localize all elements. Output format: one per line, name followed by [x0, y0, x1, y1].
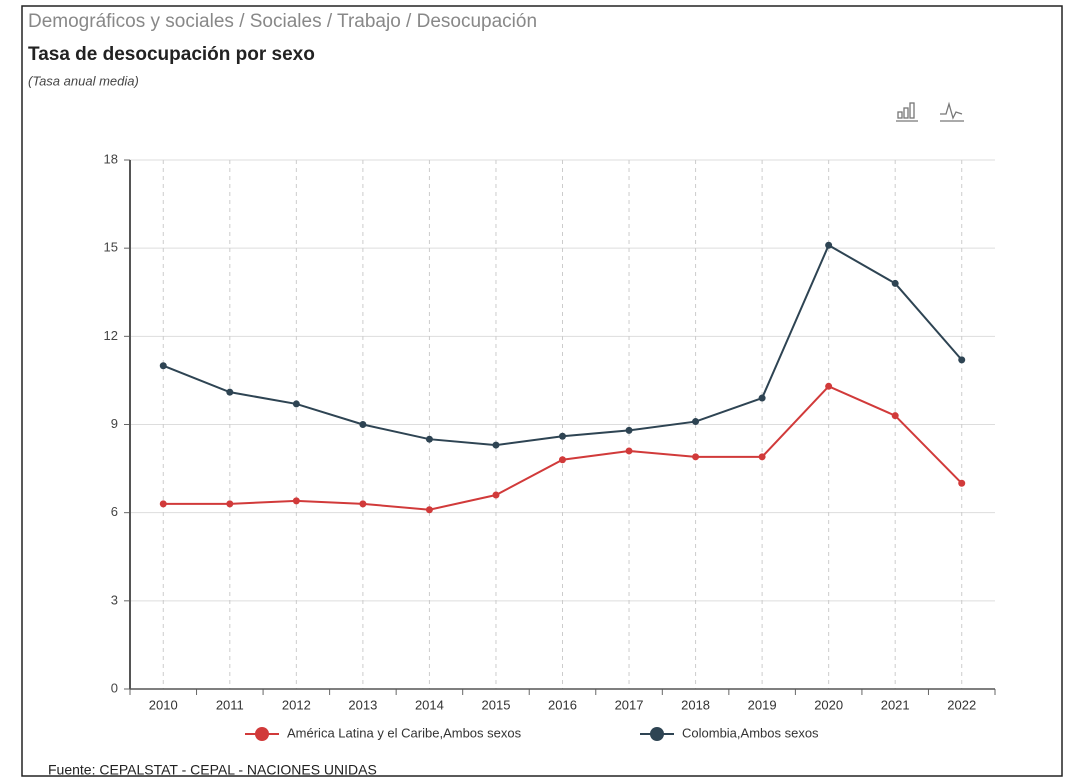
data-point	[425, 506, 433, 514]
data-point	[758, 394, 766, 402]
x-tick-label: 2014	[415, 697, 444, 712]
data-point	[425, 435, 433, 443]
y-tick-label: 6	[111, 504, 118, 519]
data-point	[226, 388, 234, 396]
x-tick-label: 2021	[881, 697, 910, 712]
x-tick-label: 2013	[348, 697, 377, 712]
frame	[21, 5, 1063, 777]
x-tick-label: 2011	[216, 697, 244, 712]
bar-chart-icon[interactable]	[896, 102, 918, 122]
y-tick-label: 15	[104, 240, 118, 255]
data-point	[492, 441, 500, 449]
data-point	[825, 382, 833, 390]
x-tick-label: 2012	[282, 697, 311, 712]
x-tick-label: 2010	[149, 697, 178, 712]
data-point	[958, 479, 966, 487]
data-point	[559, 432, 566, 440]
x-tick-label: 2022	[947, 697, 976, 712]
x-tick-label: 2020	[814, 697, 843, 712]
data-point	[292, 497, 300, 505]
data-point	[825, 241, 833, 249]
x-tick-label: 2015	[482, 697, 511, 712]
data-point	[292, 400, 300, 408]
x-tick-label: 2016	[548, 697, 577, 712]
breadcrumb: Demográficos y sociales / Sociales / Tra…	[28, 11, 537, 32]
data-point	[958, 356, 966, 364]
legend-swatch	[255, 727, 269, 741]
data-point	[359, 421, 367, 428]
legend-label[interactable]: Colombia,Ambos sexos	[682, 725, 819, 740]
chart-subtitle: (Tasa anual media)	[28, 73, 139, 88]
data-point	[625, 447, 633, 455]
data-point	[758, 453, 766, 461]
data-point	[692, 418, 700, 426]
data-point	[625, 426, 633, 434]
x-tick-label: 2019	[748, 697, 777, 712]
y-tick-label: 9	[111, 416, 118, 431]
y-tick-label: 18	[104, 151, 118, 166]
chart-title: Tasa de desocupación por sexo	[28, 44, 315, 65]
data-point	[492, 491, 500, 499]
data-point	[359, 500, 367, 508]
data-point	[159, 362, 167, 370]
x-tick-label: 2017	[615, 697, 644, 712]
data-point	[159, 500, 167, 508]
y-tick-label: 3	[111, 592, 118, 607]
x-tick-label: 2018	[681, 697, 710, 712]
legend-swatch	[650, 727, 664, 741]
data-point	[891, 279, 899, 287]
data-point	[559, 456, 566, 464]
y-tick-label: 12	[104, 328, 118, 343]
legend-label[interactable]: América Latina y el Caribe,Ambos sexos	[287, 725, 522, 740]
line-chart-icon[interactable]	[940, 101, 964, 122]
data-point	[692, 453, 700, 461]
data-point	[226, 500, 234, 508]
y-tick-label: 0	[111, 680, 118, 695]
data-point	[891, 412, 899, 420]
source-note: Fuente: CEPALSTAT - CEPAL - NACIONES UNI…	[48, 762, 377, 778]
